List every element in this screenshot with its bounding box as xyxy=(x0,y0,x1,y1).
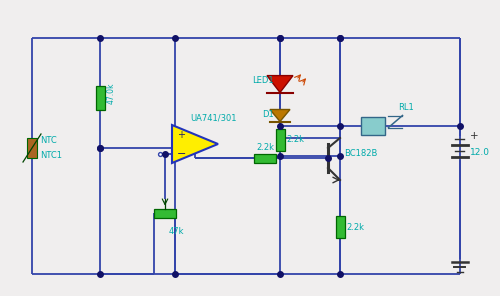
Bar xyxy=(254,154,276,163)
Bar xyxy=(360,117,384,134)
Text: D1: D1 xyxy=(262,110,274,119)
Text: +: + xyxy=(177,130,185,139)
Bar xyxy=(154,208,176,218)
Polygon shape xyxy=(172,125,218,163)
Text: RL1: RL1 xyxy=(398,102,414,112)
Bar xyxy=(336,216,344,238)
Text: 47k: 47k xyxy=(169,227,184,236)
Text: LED1: LED1 xyxy=(252,75,274,84)
Text: 47.0k: 47.0k xyxy=(107,82,116,104)
Text: −: − xyxy=(177,149,186,158)
Bar xyxy=(276,129,284,151)
Bar xyxy=(27,138,37,158)
Text: NTC: NTC xyxy=(40,136,57,145)
Text: BC182B: BC182B xyxy=(344,149,378,157)
Text: UA741/301: UA741/301 xyxy=(190,113,236,122)
Bar xyxy=(96,86,104,110)
Text: +: + xyxy=(470,131,478,141)
Text: 2.2k: 2.2k xyxy=(256,143,274,152)
Text: 2.2k: 2.2k xyxy=(286,135,304,144)
Polygon shape xyxy=(270,110,290,121)
Text: NTC1: NTC1 xyxy=(40,151,62,160)
Text: 2.2k: 2.2k xyxy=(346,223,364,231)
Polygon shape xyxy=(267,75,293,93)
Text: 12.0: 12.0 xyxy=(470,147,490,157)
